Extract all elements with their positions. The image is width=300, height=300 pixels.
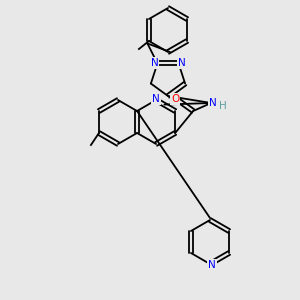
Text: N: N [151,58,158,68]
Text: N: N [209,98,217,108]
Text: O: O [171,94,179,104]
Text: N: N [178,58,185,68]
Text: N: N [208,260,216,270]
Text: H: H [219,101,227,111]
Text: N: N [152,94,160,104]
